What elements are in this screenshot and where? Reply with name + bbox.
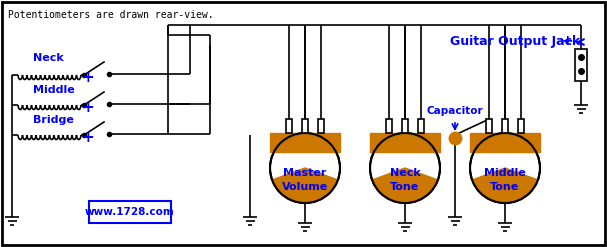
Wedge shape xyxy=(272,168,338,203)
Circle shape xyxy=(270,133,340,203)
Bar xyxy=(287,119,292,133)
Text: Capacitor: Capacitor xyxy=(427,106,483,116)
Bar xyxy=(518,119,524,133)
Text: www.1728.com: www.1728.com xyxy=(85,207,175,217)
Text: +: + xyxy=(561,34,573,48)
Bar xyxy=(386,119,392,133)
Bar xyxy=(418,119,424,133)
Text: +: + xyxy=(81,69,94,84)
Text: Neck: Neck xyxy=(390,168,421,178)
Bar xyxy=(575,49,587,81)
Text: Middle: Middle xyxy=(33,85,75,95)
Text: +: + xyxy=(81,129,94,144)
Bar xyxy=(302,119,308,133)
Text: Tone: Tone xyxy=(390,182,419,192)
Text: Volume: Volume xyxy=(282,182,328,192)
Text: Neck: Neck xyxy=(33,53,64,63)
Circle shape xyxy=(370,133,440,203)
Bar xyxy=(317,119,324,133)
Text: Bridge: Bridge xyxy=(33,115,74,125)
Bar xyxy=(470,133,540,152)
Text: Guitar Output Jack: Guitar Output Jack xyxy=(450,36,580,48)
Text: Master: Master xyxy=(283,168,327,178)
Wedge shape xyxy=(472,168,538,203)
Wedge shape xyxy=(372,168,438,203)
Text: +: + xyxy=(81,100,94,115)
Text: Middle: Middle xyxy=(484,168,526,178)
Bar xyxy=(370,133,440,152)
Bar xyxy=(402,119,408,133)
Text: Potentiometers are drawn rear-view.: Potentiometers are drawn rear-view. xyxy=(8,10,214,20)
Bar xyxy=(270,133,340,152)
Text: Tone: Tone xyxy=(490,182,520,192)
Bar xyxy=(502,119,508,133)
FancyBboxPatch shape xyxy=(89,201,171,223)
Circle shape xyxy=(470,133,540,203)
Bar xyxy=(486,119,492,133)
